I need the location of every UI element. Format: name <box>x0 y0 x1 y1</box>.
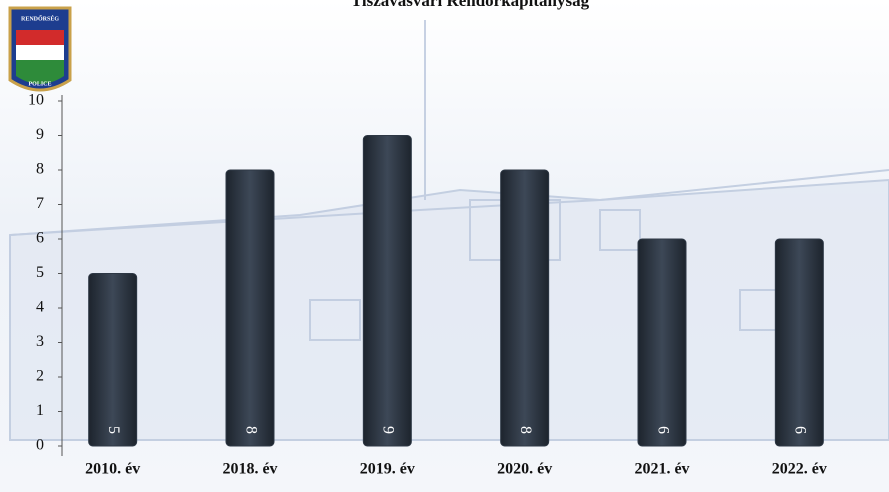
bar <box>362 135 412 447</box>
x-tick-label: 2019. év <box>360 461 415 478</box>
data-label: 8 <box>242 426 259 434</box>
y-tick-label: 7 <box>36 195 44 212</box>
bar <box>500 169 550 447</box>
logo-text: POLICE <box>28 81 51 87</box>
y-tick-label: 0 <box>36 437 44 454</box>
data-label: 6 <box>792 426 809 434</box>
logo: RENDŐRSÉG POLICE <box>8 6 72 92</box>
x-tick-label: 2022. év <box>772 461 827 478</box>
data-label: 5 <box>105 426 122 434</box>
y-tick-label: 9 <box>36 126 44 143</box>
y-tick-label: 8 <box>36 161 44 178</box>
bar <box>774 238 824 447</box>
logo-text: RENDŐRSÉG <box>21 14 59 22</box>
x-tick-label: 2020. év <box>497 461 552 478</box>
y-tick-label: 10 <box>28 92 44 109</box>
bar <box>88 273 138 447</box>
bar <box>637 238 687 447</box>
x-tick-label: 2018. év <box>222 461 277 478</box>
y-tick-label: 3 <box>36 333 44 350</box>
data-label: 6 <box>654 426 671 434</box>
data-label: 8 <box>517 426 534 434</box>
y-tick-label: 4 <box>36 299 44 316</box>
y-tick-label: 5 <box>36 264 44 281</box>
x-tick-label: 2010. év <box>85 461 140 478</box>
chart-title: Tiszavasvári Rendőrkapitányság <box>351 0 590 10</box>
y-tick-label: 1 <box>36 402 44 419</box>
y-tick-label: 2 <box>36 368 44 385</box>
x-tick-label: 2021. év <box>634 461 689 478</box>
data-label: 9 <box>380 426 397 434</box>
bar <box>225 169 275 447</box>
y-tick-label: 6 <box>36 230 44 247</box>
